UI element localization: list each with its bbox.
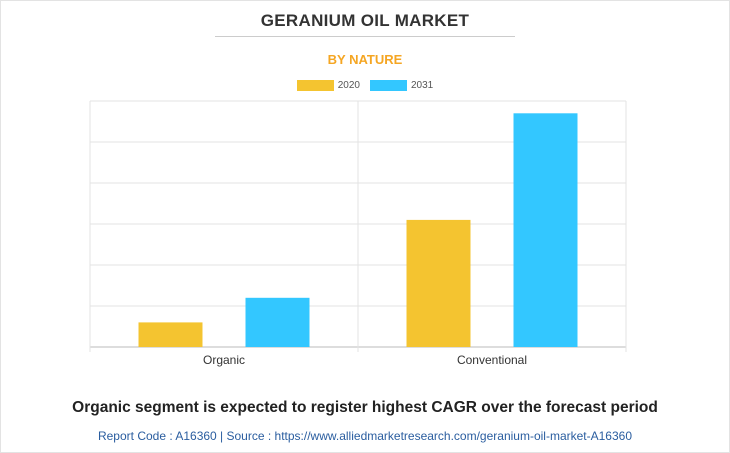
chart-subtitle: BY NATURE bbox=[327, 52, 403, 67]
chart-title: GERANIUM OIL MARKET bbox=[260, 11, 470, 30]
legend: 2020 2031 bbox=[0, 80, 730, 91]
title-divider bbox=[215, 36, 515, 37]
legend-label-2031: 2031 bbox=[411, 80, 434, 91]
bar-2031-organic bbox=[245, 297, 310, 347]
source-citation: Report Code : A16360 | Source : https://… bbox=[97, 429, 633, 443]
chart-headline: Organic segment is expected to register … bbox=[72, 399, 658, 416]
legend-item-2020: 2020 bbox=[296, 80, 360, 91]
x-tick-label: Conventional bbox=[457, 353, 527, 367]
legend-swatch-2031 bbox=[370, 80, 407, 91]
legend-item-2031: 2031 bbox=[370, 80, 433, 91]
x-tick-label: Organic bbox=[203, 353, 245, 367]
legend-swatch-2020 bbox=[296, 80, 334, 91]
legend-label-2020: 2020 bbox=[337, 80, 360, 91]
bar-2031-conventional bbox=[513, 113, 578, 347]
bar-2020-conventional bbox=[406, 219, 471, 347]
bar-2020-organic bbox=[138, 322, 203, 347]
